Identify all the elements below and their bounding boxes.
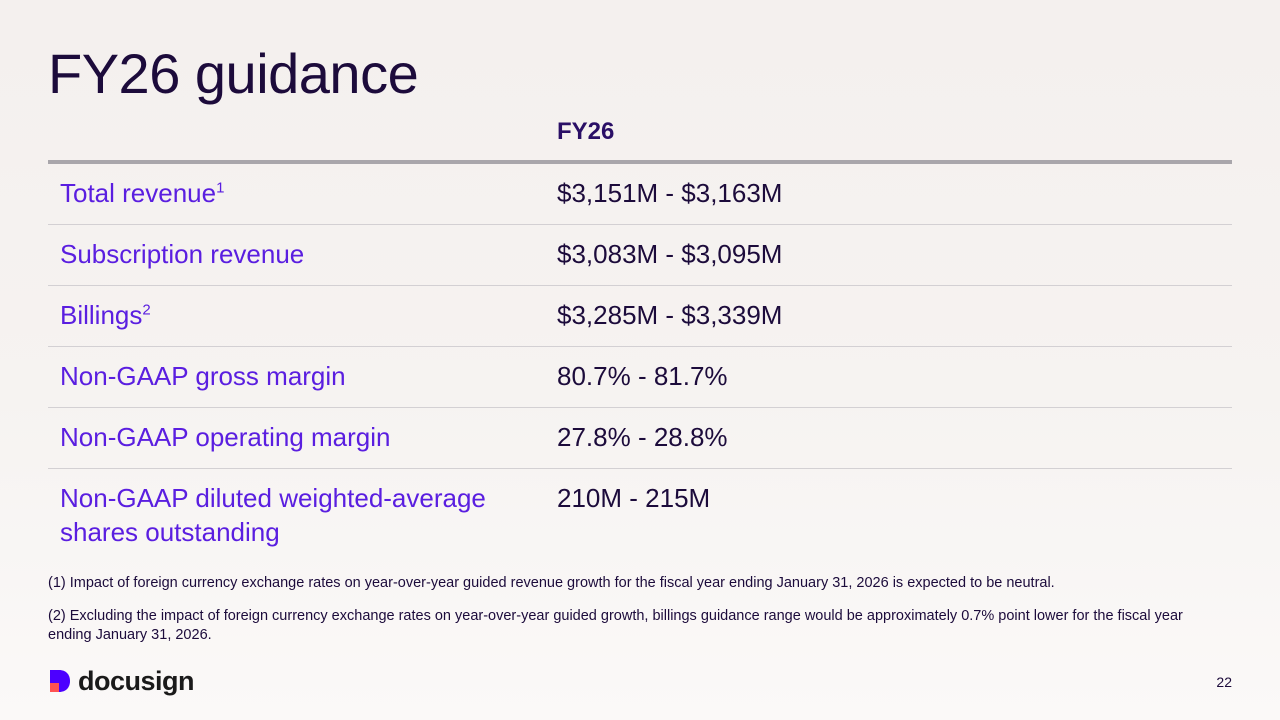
footnotes: (1) Impact of foreign currency exchange … — [48, 574, 1208, 659]
row-label: Non-GAAP operating margin — [60, 422, 391, 452]
row-value: 80.7% - 81.7% — [557, 361, 728, 391]
table-row: Non-GAAP diluted weighted-average shares… — [48, 469, 1232, 559]
footnote-2: (2) Excluding the impact of foreign curr… — [48, 608, 1183, 643]
table-row: Subscription revenue $3,083M - $3,095M — [48, 225, 1232, 286]
guidance-table: FY26 Total revenue1 $3,151M - $3,163M Su… — [48, 112, 1232, 559]
page-title: FY26 guidance — [48, 42, 419, 105]
docusign-logo: docusign — [48, 665, 195, 696]
row-value: $3,285M - $3,339M — [557, 300, 783, 330]
row-label: Total revenue1 — [60, 178, 225, 208]
table-header: FY26 — [48, 112, 1232, 164]
table-row: Billings2 $3,285M - $3,339M — [48, 286, 1232, 347]
row-value: $3,083M - $3,095M — [557, 239, 783, 269]
column-header-fy26: FY26 — [557, 118, 615, 145]
row-label: Billings2 — [60, 300, 151, 330]
table-row: Non-GAAP operating margin 27.8% - 28.8% — [48, 408, 1232, 469]
table-row: Non-GAAP gross margin 80.7% - 81.7% — [48, 347, 1232, 408]
row-label: Non-GAAP diluted weighted-average shares… — [60, 483, 486, 547]
row-value: 210M - 215M — [557, 483, 711, 513]
row-value: 27.8% - 28.8% — [557, 422, 728, 452]
docusign-logo-icon — [50, 670, 70, 692]
brand-name: docusign — [78, 665, 195, 696]
table-row: Total revenue1 $3,151M - $3,163M — [48, 164, 1232, 225]
row-label: Subscription revenue — [60, 239, 305, 269]
page-number: 22 — [1216, 674, 1232, 690]
row-label: Non-GAAP gross margin — [60, 361, 346, 391]
footnote-ref: 1 — [216, 179, 225, 197]
row-value: $3,151M - $3,163M — [557, 178, 783, 208]
footnote-ref: 2 — [142, 301, 151, 319]
footnote-1: (1) Impact of foreign currency exchange … — [48, 575, 1055, 591]
